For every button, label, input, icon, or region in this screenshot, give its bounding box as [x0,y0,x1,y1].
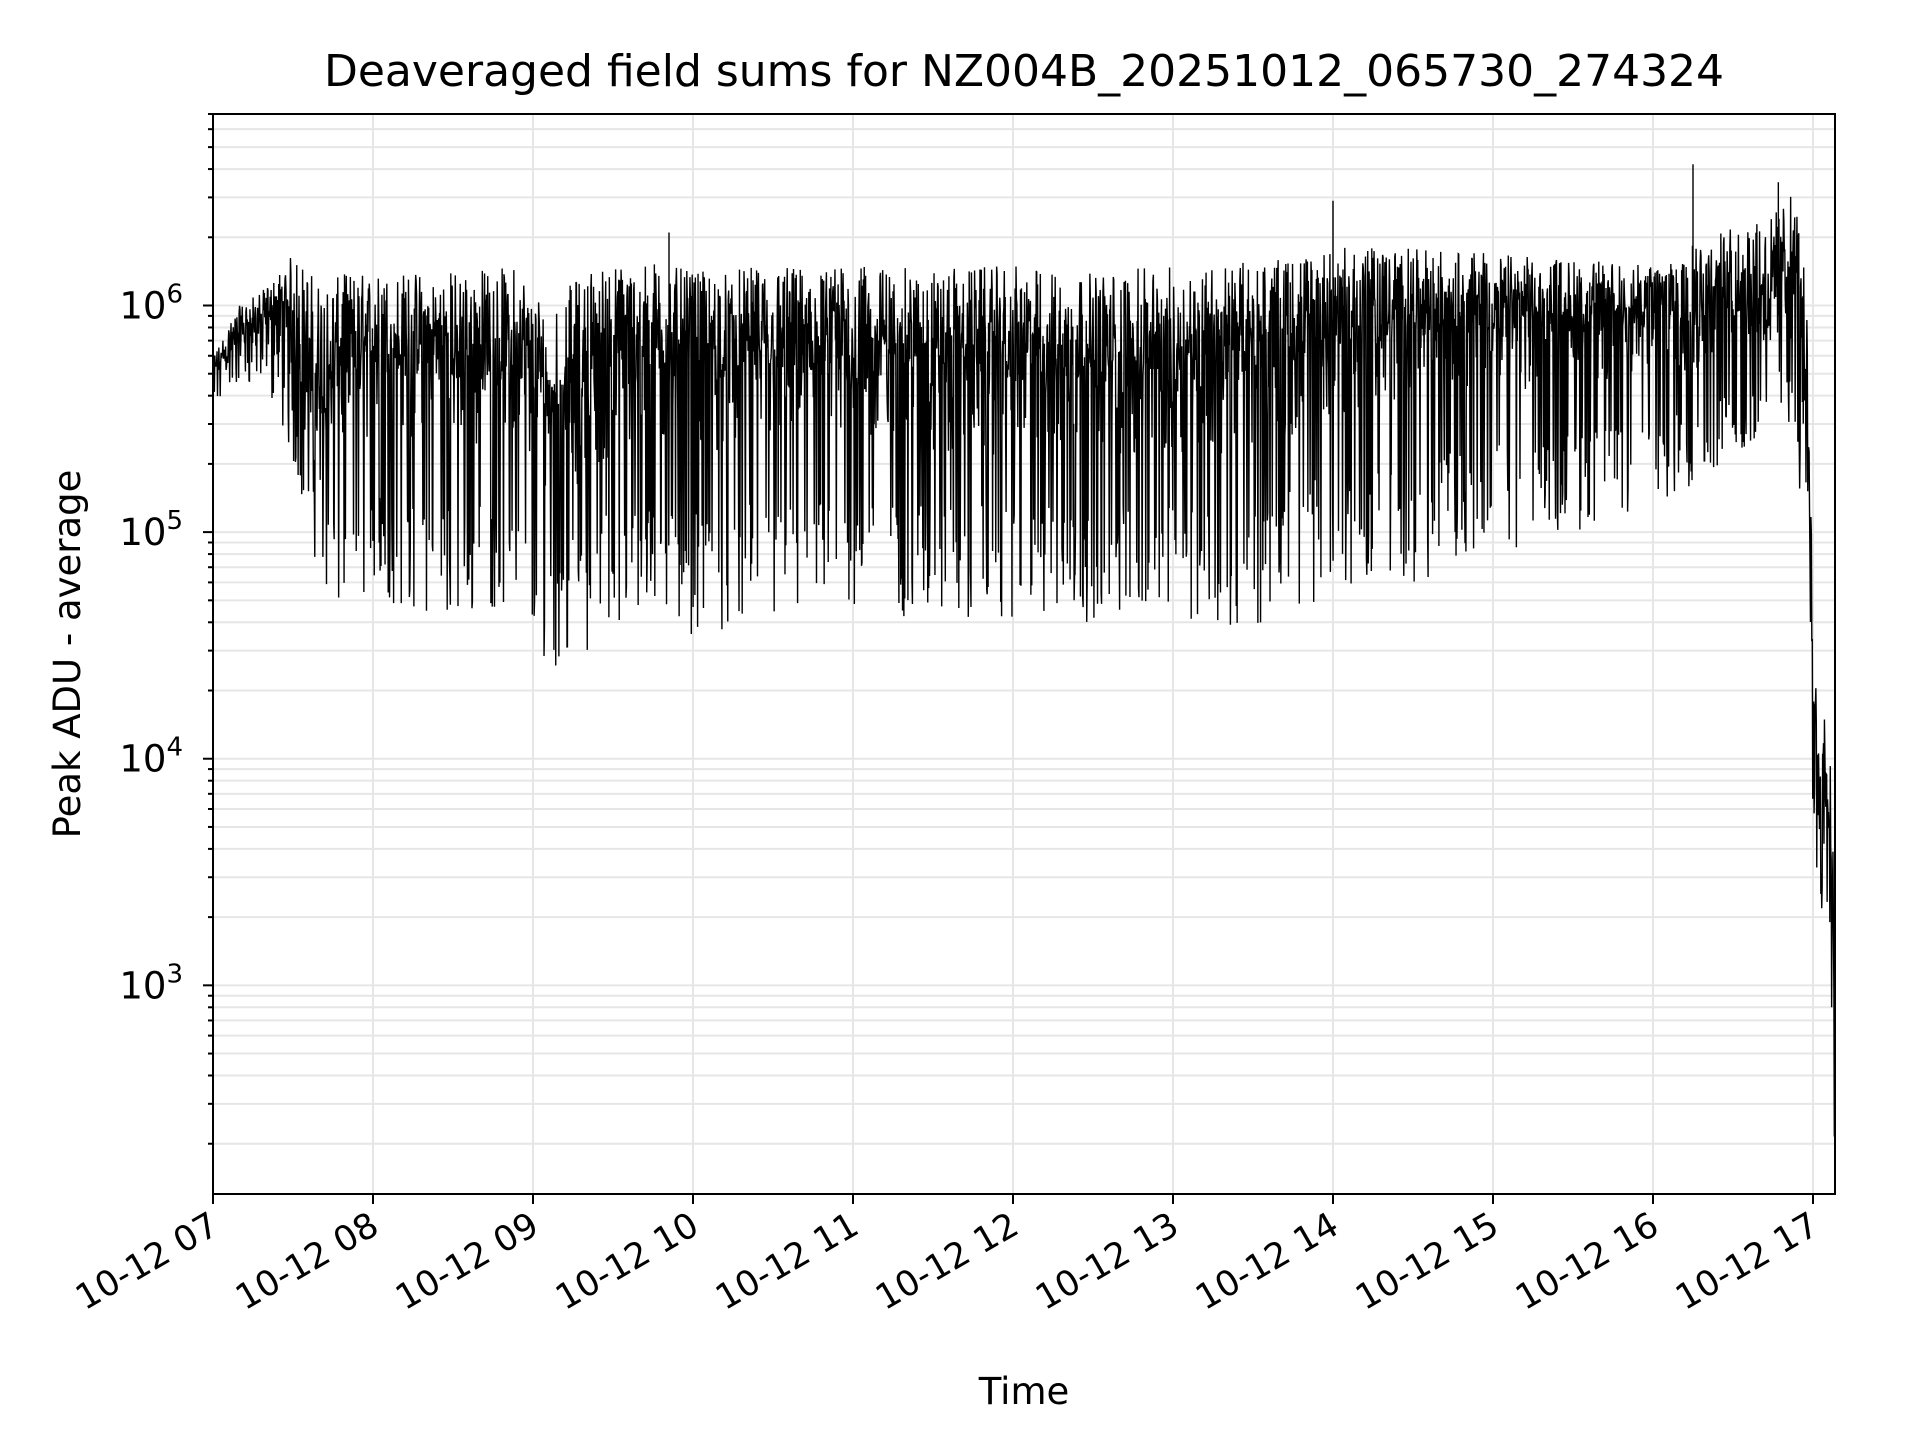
y-tick-label: 103 [119,959,183,1007]
series-layer [213,164,1835,1138]
axes-frame [212,113,1836,1195]
y-tick-label: 104 [119,733,183,781]
chart-title: Deaveraged field sums for NZ004B_2025101… [324,46,1724,97]
y-axis-label: Peak ADU - average [46,470,89,839]
x-axis-label: Time [978,1370,1070,1413]
y-tick-label: 105 [119,506,183,554]
y-tick-label: 106 [119,280,183,328]
plot-area [213,164,1835,1138]
y-axis-ticks: 103 104 105 106 [119,113,213,1145]
series-line [213,196,1835,1138]
